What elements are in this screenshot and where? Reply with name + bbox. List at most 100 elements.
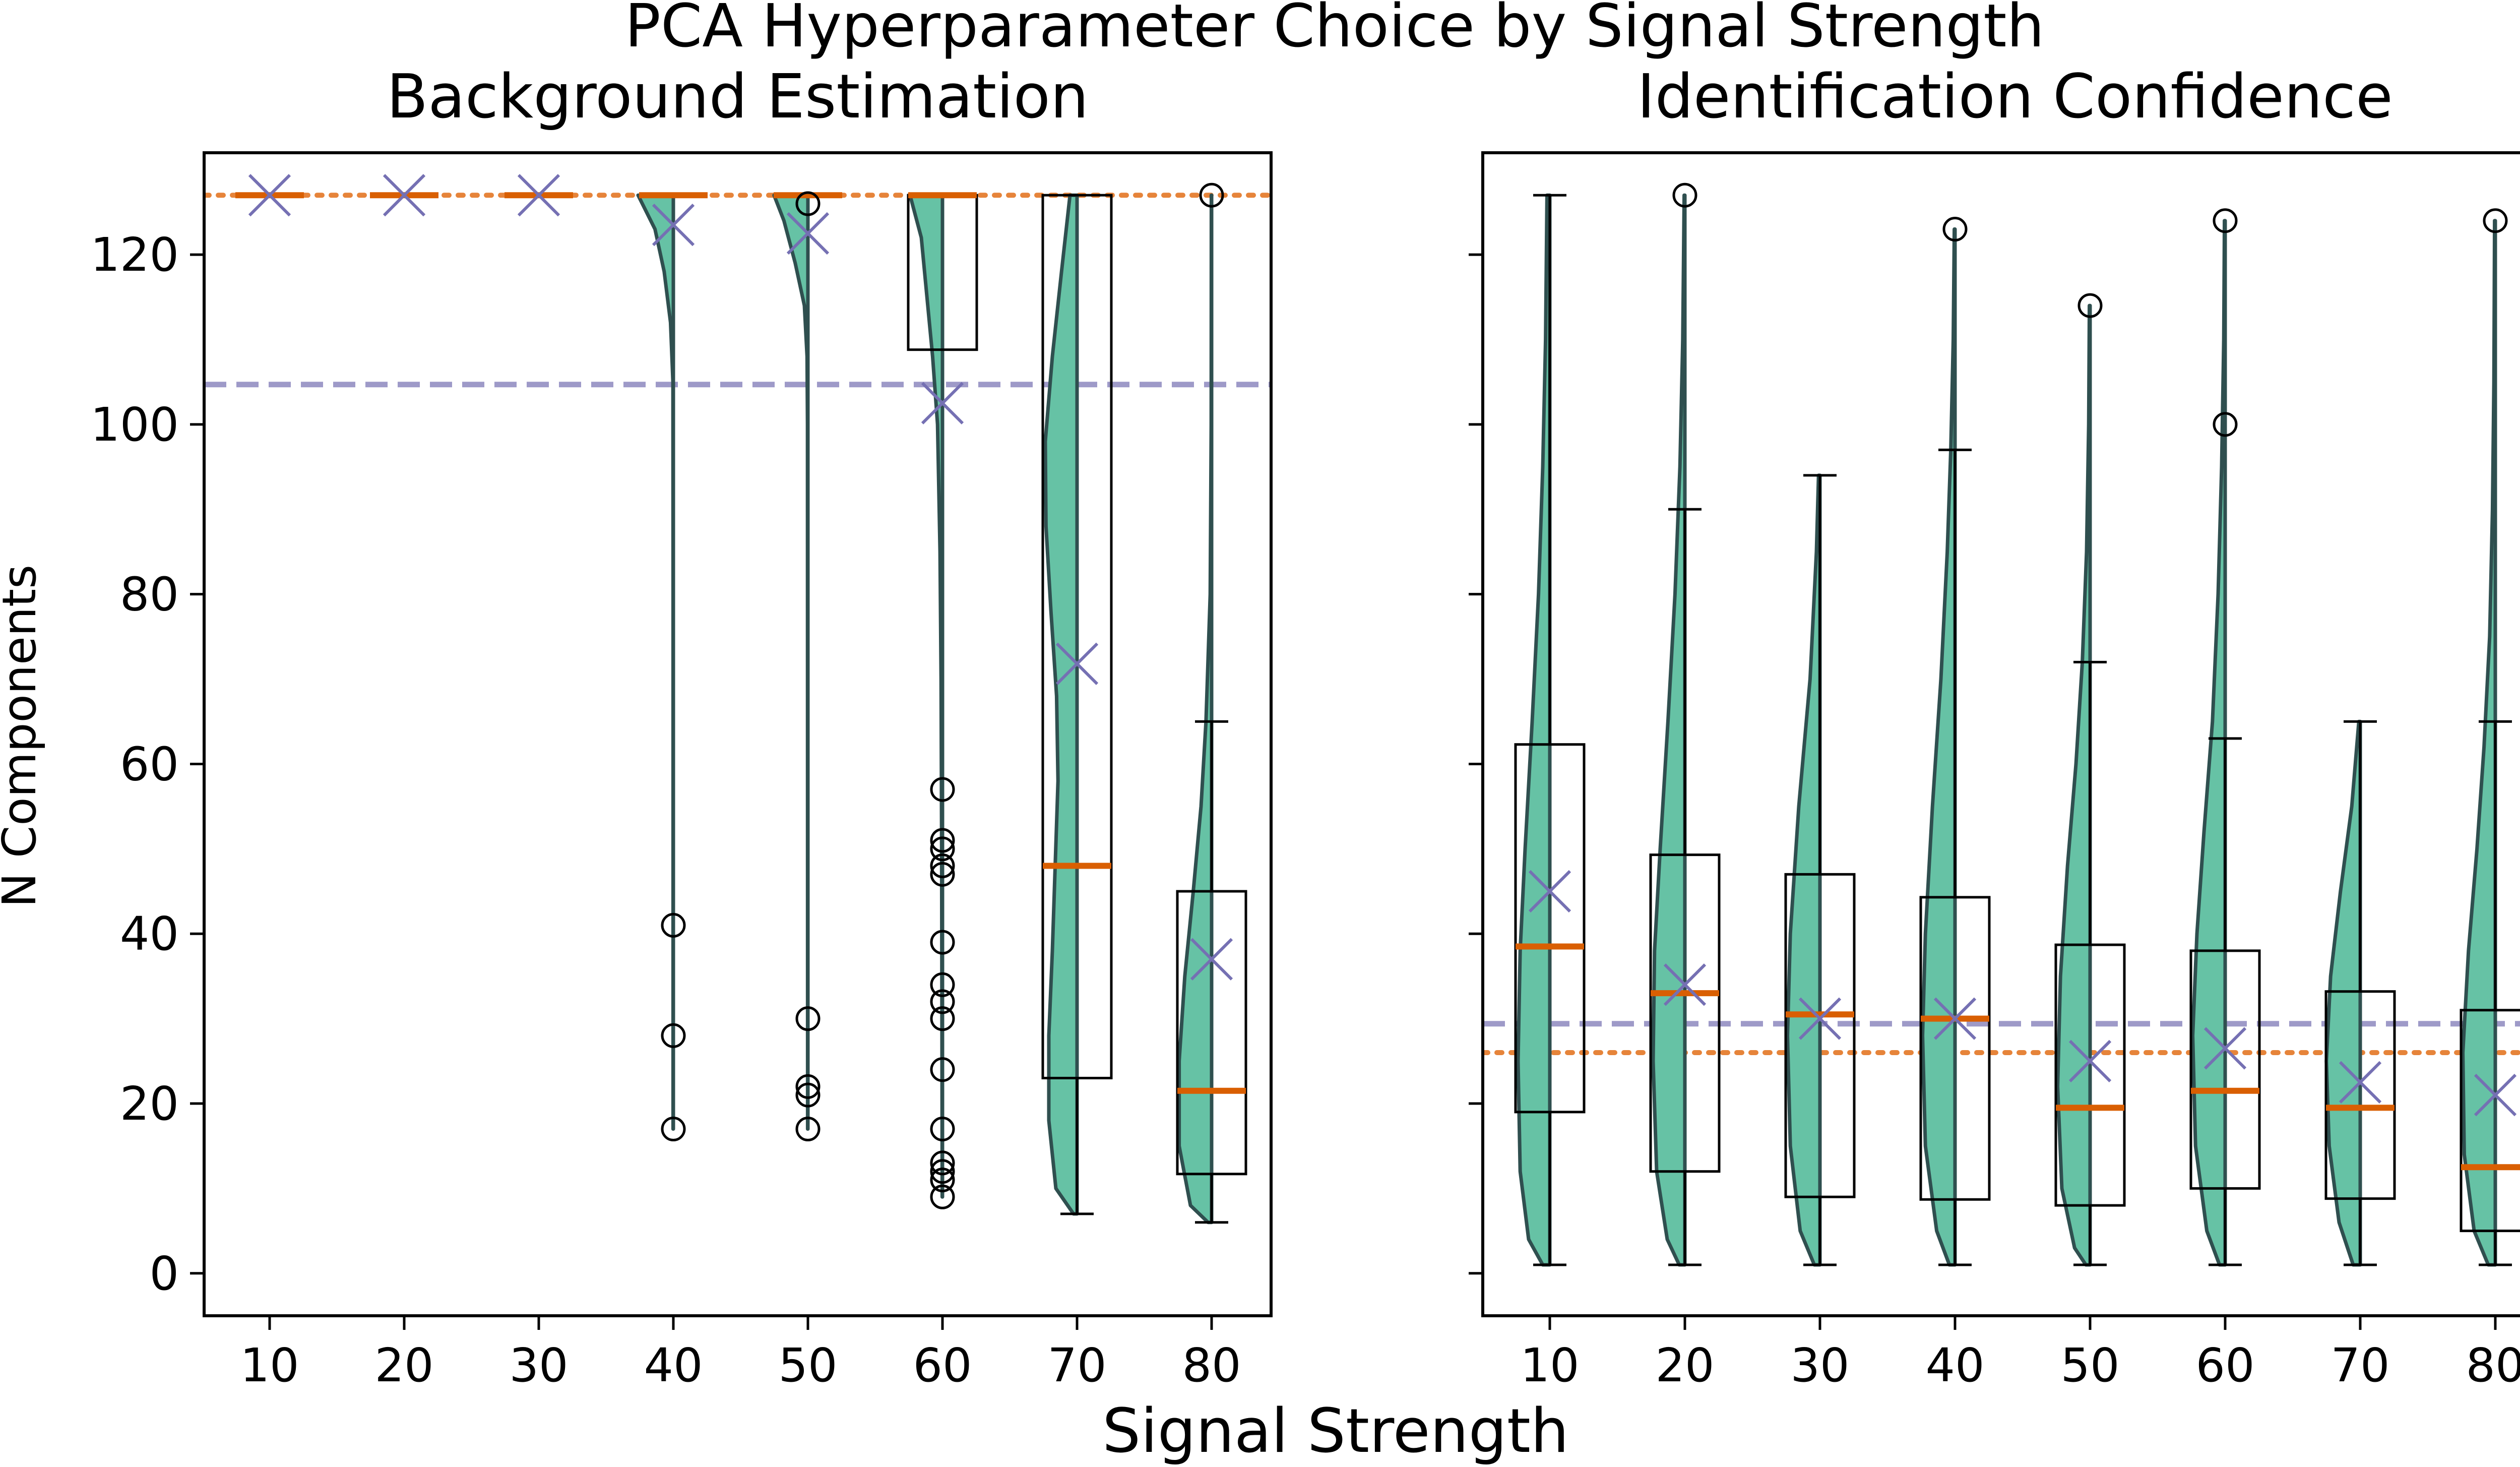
- outlier-point: [930, 836, 955, 862]
- mean-marker: [383, 174, 426, 217]
- violin-body: [1651, 193, 1687, 1267]
- figure-suptitle: PCA Hyperparameter Choice by Signal Stre…: [625, 0, 2045, 60]
- outlier-point: [2483, 208, 2508, 233]
- mean-marker: [786, 212, 830, 255]
- outlier-point: [795, 1074, 821, 1099]
- group-60: [907, 192, 978, 1209]
- mean-marker: [1933, 997, 1977, 1040]
- x-tick-label: 70: [2330, 1338, 2389, 1392]
- panel-1: Background Estimation 0 20 40 60 80 100 120 10 20…: [90, 62, 1273, 1392]
- group-40: [1919, 217, 1991, 1267]
- outlier-point: [2077, 293, 2103, 318]
- x-tick-label: 30: [509, 1338, 568, 1392]
- mean-marker: [2339, 1061, 2382, 1104]
- panels-layer: Background Estimation 0 20 40 60 80 100 120 10 20…: [90, 62, 2520, 1392]
- box-iqr: [1649, 853, 1721, 1173]
- group-30: [1784, 473, 1856, 1267]
- group-80: [2460, 208, 2520, 1267]
- x-tick-label: 50: [778, 1338, 837, 1392]
- outlier-point: [795, 1082, 821, 1108]
- group-50: [2054, 293, 2126, 1267]
- box-iqr: [1041, 194, 1113, 1079]
- y-tick-label: 100: [90, 398, 179, 452]
- panel-title: Background Estimation: [387, 62, 1089, 132]
- plot-area: [1483, 182, 2520, 1267]
- outlier-point: [661, 1023, 686, 1048]
- box-iqr: [2460, 1009, 2520, 1233]
- outlier-point: [930, 828, 955, 853]
- outlier-point: [930, 1168, 955, 1193]
- y-tick-label: 60: [120, 737, 179, 791]
- outlier-point: [930, 989, 955, 1014]
- panel-frame: [203, 151, 1273, 1317]
- group-70: [1041, 193, 1113, 1216]
- group-80: [1176, 182, 1247, 1225]
- y-axis-label: N Components: [0, 565, 46, 907]
- violin-body: [1921, 227, 1957, 1267]
- violin-body: [636, 193, 675, 1131]
- mean-marker: [921, 382, 964, 424]
- outlier-point: [930, 853, 955, 879]
- group-60: [2189, 208, 2261, 1267]
- mean-marker: [2068, 1040, 2112, 1082]
- outlier-point: [2213, 208, 2238, 233]
- box-iqr: [2324, 990, 2396, 1200]
- group-10: [1514, 193, 1586, 1267]
- group-20: [370, 174, 438, 217]
- panel-2: Identification Confidence 10 20 30 40 50 60 70 8…: [1469, 62, 2520, 1392]
- outlier-point: [661, 1117, 686, 1142]
- group-10: [235, 174, 304, 217]
- x-tick-label: 10: [1520, 1338, 1579, 1392]
- violin-body: [908, 193, 944, 1199]
- outlier-point: [1942, 217, 1968, 242]
- group-70: [2324, 719, 2396, 1267]
- y-tick-label: 40: [120, 907, 179, 961]
- x-tick-label: 40: [1925, 1338, 1984, 1392]
- outlier-point: [930, 1117, 955, 1142]
- box-iqr: [2189, 949, 2261, 1190]
- outlier-point: [795, 1006, 821, 1031]
- mean-marker: [1528, 870, 1571, 913]
- mean-marker: [248, 174, 291, 217]
- mean-marker: [2474, 1074, 2517, 1117]
- x-tick-label: 50: [2060, 1338, 2119, 1392]
- y-tick-label: 20: [120, 1077, 179, 1131]
- group-50: [772, 191, 842, 1142]
- x-axis-label: Signal Strength: [1102, 1396, 1569, 1466]
- x-tick-label: 40: [644, 1338, 703, 1392]
- box-iqr: [2054, 943, 2126, 1207]
- outlier-point: [930, 1184, 955, 1209]
- box-iqr: [1919, 896, 1991, 1201]
- x-tick-label: 70: [1047, 1338, 1106, 1392]
- outlier-point: [930, 1150, 955, 1176]
- outlier-point: [930, 862, 955, 887]
- mean-marker: [2203, 1027, 2247, 1070]
- outlier-point: [930, 930, 955, 955]
- x-tick-label: 10: [240, 1338, 299, 1392]
- outlier-point: [930, 1159, 955, 1184]
- outlier-point: [1672, 182, 1697, 208]
- violin-body: [1043, 193, 1079, 1216]
- group-30: [505, 174, 573, 217]
- outlier-point: [661, 912, 686, 938]
- box-iqr: [1176, 890, 1247, 1176]
- outlier-point: [795, 191, 821, 216]
- x-tick-label: 20: [374, 1338, 433, 1392]
- box-iqr: [1784, 873, 1856, 1198]
- group-20: [1649, 182, 1721, 1267]
- x-tick-label: 30: [1790, 1338, 1849, 1392]
- violin-body: [2461, 219, 2497, 1267]
- violin-body: [2056, 303, 2092, 1267]
- violin-body: [772, 193, 810, 1131]
- mean-marker: [517, 174, 560, 217]
- x-tick-label: 80: [2466, 1338, 2520, 1392]
- x-tick-label: 60: [2195, 1338, 2254, 1392]
- mean-marker: [1798, 997, 1842, 1040]
- y-tick-label: 80: [120, 568, 179, 622]
- box-iqr: [1514, 743, 1586, 1114]
- x-tick-label: 60: [913, 1338, 972, 1392]
- outlier-point: [930, 1006, 955, 1031]
- y-tick-label: 0: [149, 1247, 179, 1301]
- plot-area: [204, 174, 1271, 1225]
